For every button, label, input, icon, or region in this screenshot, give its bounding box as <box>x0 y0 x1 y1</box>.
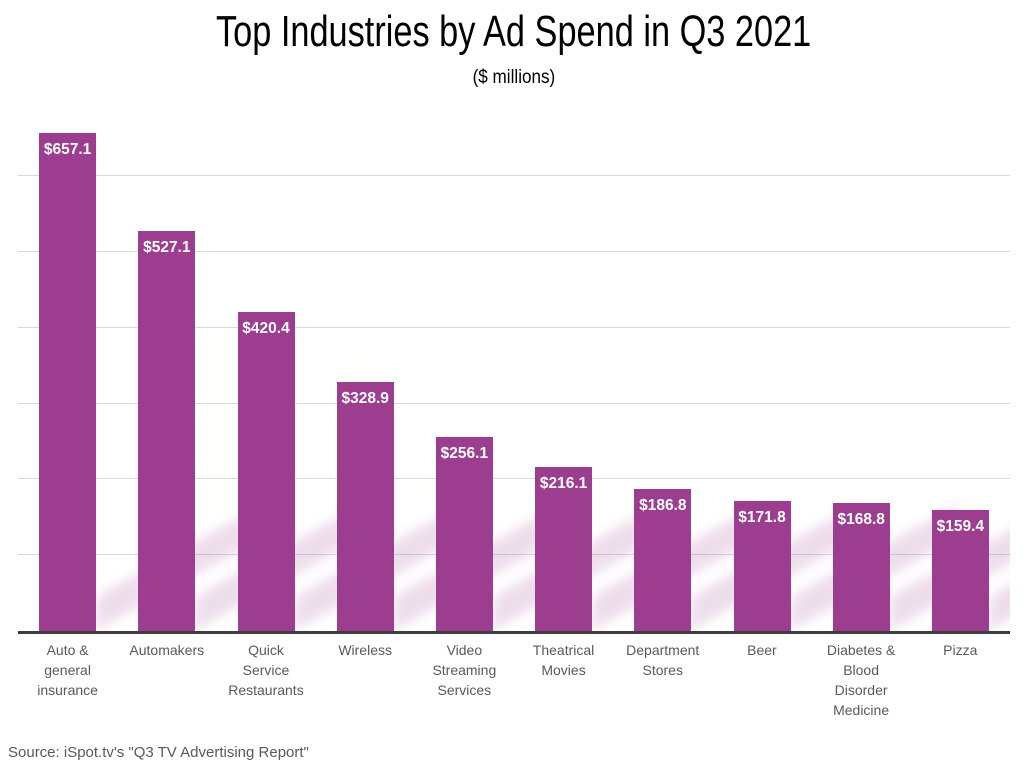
bar-value-label: $186.8 <box>639 497 687 515</box>
chart-title: Top Industries by Ad Spend in Q3 2021 <box>0 8 1028 56</box>
gridline <box>18 326 1010 328</box>
category-label: Diabetes & Blood Disorder Medicine <box>826 642 896 718</box>
bar-value-label: $420.4 <box>242 320 290 338</box>
bar-8: $171.8 <box>733 500 791 631</box>
category-label: Wireless <box>338 642 392 658</box>
bar-1: $657.1 <box>39 132 97 631</box>
bar-6: $216.1 <box>535 467 593 631</box>
bar-9: $168.8 <box>832 503 890 631</box>
plot-area: $657.1 $527.1 $420.4 $328.9 $256.1 $216.1 $186… <box>18 110 1010 634</box>
bar-value-label: $256.1 <box>440 444 489 462</box>
bar-value-label: $657.1 <box>43 140 92 158</box>
chart-subtitle-text: ($ millions) <box>472 67 556 88</box>
chart-title-text: Top Industries by Ad Spend in Q3 2021 <box>216 7 812 56</box>
category-label: Auto & general insurance <box>37 642 98 698</box>
gridline <box>18 250 1010 252</box>
bar-7: $186.8 <box>634 489 692 631</box>
bar-value-label: $328.9 <box>341 389 389 407</box>
bar-value-label: $171.8 <box>738 508 786 526</box>
category-label: Automakers <box>129 642 205 658</box>
bar-3: $420.4 <box>237 312 295 631</box>
category-label: Pizza <box>943 642 978 658</box>
gridline <box>18 402 1010 404</box>
category-label: Beer <box>747 642 777 658</box>
bar-4: $328.9 <box>336 381 394 631</box>
bar-value-label: $216.1 <box>539 475 588 493</box>
category-label: Quick Service Restaurants <box>228 642 304 698</box>
gridline <box>18 174 1010 176</box>
category-label: Theatrical Movies <box>532 642 595 678</box>
bar-value-label: $159.4 <box>936 518 985 536</box>
bar-value-label: $527.1 <box>143 239 191 257</box>
source-note: Source: iSpot.tv's "Q3 TV Advertising Re… <box>8 744 309 761</box>
bar-value-label: $168.8 <box>837 511 885 528</box>
x-axis-labels: Auto & general insurance Automakers Quick … <box>18 640 1010 720</box>
gridline <box>18 554 1010 556</box>
category-label: Department Stores <box>626 642 700 678</box>
chart-subtitle: ($ millions) <box>0 66 1028 90</box>
bar-5: $256.1 <box>435 436 493 631</box>
gridline <box>18 478 1010 480</box>
category-label: Video Streaming Services <box>432 642 497 698</box>
bar-2: $527.1 <box>138 231 196 631</box>
x-axis-line <box>18 631 1010 634</box>
bar-10: $159.4 <box>931 510 989 631</box>
